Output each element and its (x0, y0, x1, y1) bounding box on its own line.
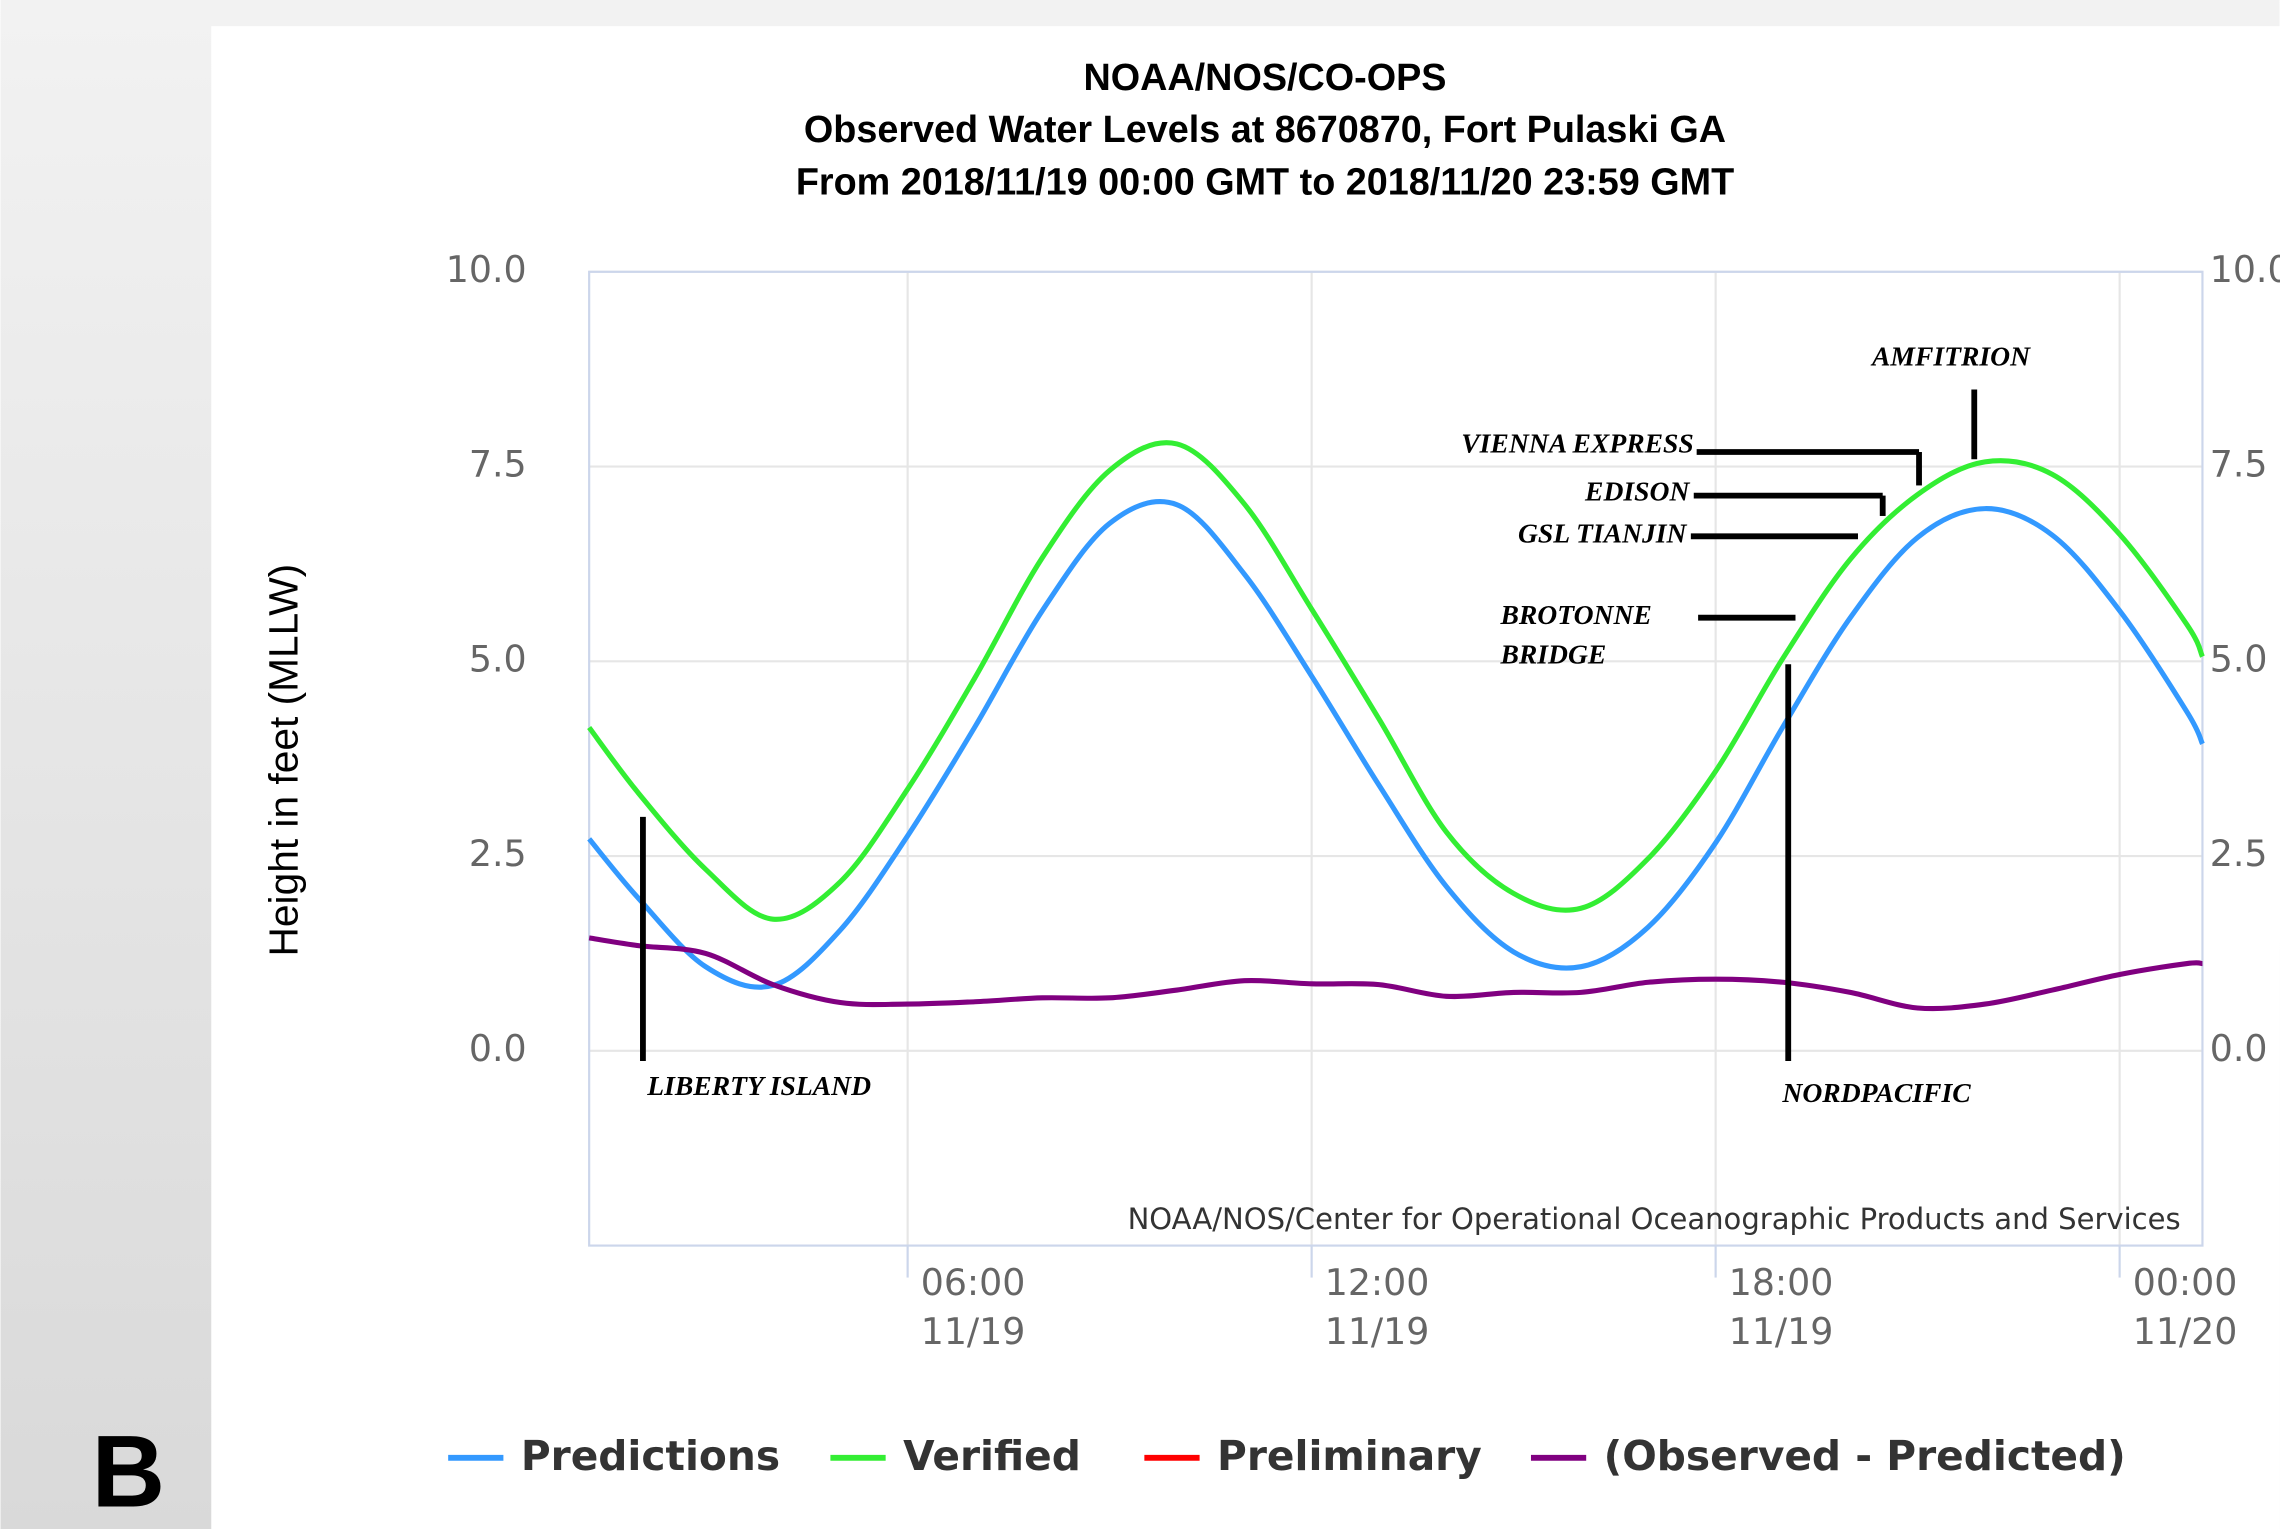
y-tick-label: 10.0 (446, 248, 527, 291)
x-tick-date: 11/19 (921, 1310, 1026, 1353)
x-tick-label: 06:00 (921, 1261, 1026, 1304)
x-tick-label: 00:00 (2133, 1261, 2238, 1304)
annotation: AMFITRION (1870, 340, 2031, 371)
x-tick-label: 12:00 (1325, 1261, 1430, 1304)
legend-label: (Observed - Predicted) (1604, 1432, 2126, 1480)
chart-panel (211, 26, 2280, 1529)
series-line (587, 440, 2205, 922)
panel-label: B (92, 1414, 165, 1528)
annotation: NORDPACIFIC (1781, 1077, 1971, 1108)
y-tick-label: 2.5 (469, 832, 527, 875)
series-line (588, 935, 2203, 1012)
series-line (587, 499, 2205, 990)
y-tick-label: 0.0 (469, 1027, 527, 1070)
annotation: BRIDGE (1499, 638, 1606, 669)
legend-label: Predictions (521, 1432, 780, 1480)
annotation: BROTONNE (1499, 599, 1651, 630)
chart-title: Observed Water Levels at 8670870, Fort P… (804, 109, 1726, 151)
y2-tick-label: 10.0 (2210, 248, 2280, 291)
annotation: VIENNA EXPRESS (1461, 428, 1693, 459)
chart-title: From 2018/11/19 00:00 GMT to 2018/11/20 … (796, 162, 1734, 204)
y-axis-label: Height in feet (MLLW) (261, 564, 307, 957)
y-tick-label: 5.0 (469, 637, 527, 680)
plot-border (588, 270, 2204, 1247)
chart-title: NOAA/NOS/CO-OPS (1083, 57, 1446, 99)
annotation: EDISON (1584, 476, 1690, 507)
legend-label: Verified (903, 1432, 1081, 1480)
annotation: GSL TIANJIN (1518, 518, 1688, 549)
annotation: LIBERTY ISLAND (646, 1070, 871, 1101)
y-tick-label: 7.5 (469, 443, 527, 486)
y2-tick-label: 0.0 (2210, 1027, 2268, 1070)
x-tick-date: 11/19 (1729, 1310, 1834, 1353)
credit: NOAA/NOS/Center for Operational Oceanogr… (1128, 1202, 2181, 1236)
legend-label: Preliminary (1217, 1432, 1482, 1480)
y2-tick-label: 2.5 (2210, 832, 2268, 875)
y2-tick-label: 7.5 (2210, 443, 2268, 486)
x-tick-date: 11/20 (2133, 1310, 2238, 1353)
x-tick-date: 11/19 (1325, 1310, 1430, 1353)
y2-tick-label: 5.0 (2210, 637, 2268, 680)
x-tick-label: 18:00 (1729, 1261, 1834, 1304)
